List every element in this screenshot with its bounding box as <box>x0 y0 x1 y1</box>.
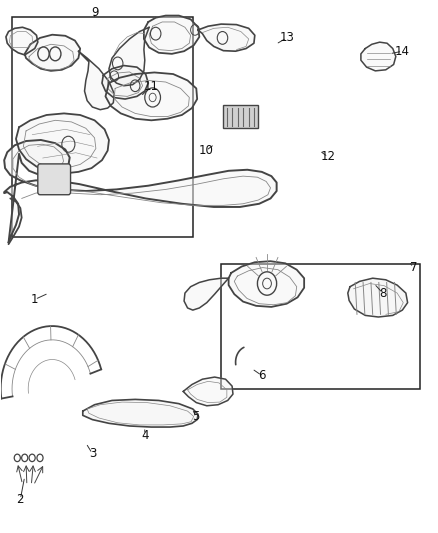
Polygon shape <box>4 140 277 243</box>
Text: 12: 12 <box>321 150 336 164</box>
Text: 13: 13 <box>279 31 294 44</box>
FancyBboxPatch shape <box>223 105 258 128</box>
Text: 14: 14 <box>395 45 410 58</box>
Polygon shape <box>25 35 80 71</box>
Text: 11: 11 <box>144 80 159 93</box>
Polygon shape <box>183 377 233 406</box>
Polygon shape <box>102 66 148 99</box>
Text: 3: 3 <box>89 447 96 460</box>
Polygon shape <box>184 278 229 310</box>
Polygon shape <box>83 399 198 427</box>
Polygon shape <box>16 114 109 173</box>
Polygon shape <box>348 278 408 317</box>
Bar <box>221 264 420 389</box>
Text: 10: 10 <box>198 144 213 157</box>
Text: 7: 7 <box>410 261 417 274</box>
Text: 1: 1 <box>31 293 39 306</box>
Polygon shape <box>106 72 197 120</box>
Polygon shape <box>6 27 38 55</box>
Text: 9: 9 <box>91 6 98 19</box>
Text: 4: 4 <box>141 429 148 441</box>
FancyBboxPatch shape <box>38 164 71 195</box>
Text: 2: 2 <box>17 493 24 506</box>
Text: 6: 6 <box>258 369 265 382</box>
Polygon shape <box>198 24 255 51</box>
Polygon shape <box>229 261 304 307</box>
Polygon shape <box>109 27 149 86</box>
Polygon shape <box>144 15 199 54</box>
Text: 5: 5 <box>193 410 200 423</box>
Text: 8: 8 <box>379 287 386 300</box>
Bar <box>12 17 193 237</box>
Polygon shape <box>361 42 396 71</box>
Polygon shape <box>78 51 114 110</box>
